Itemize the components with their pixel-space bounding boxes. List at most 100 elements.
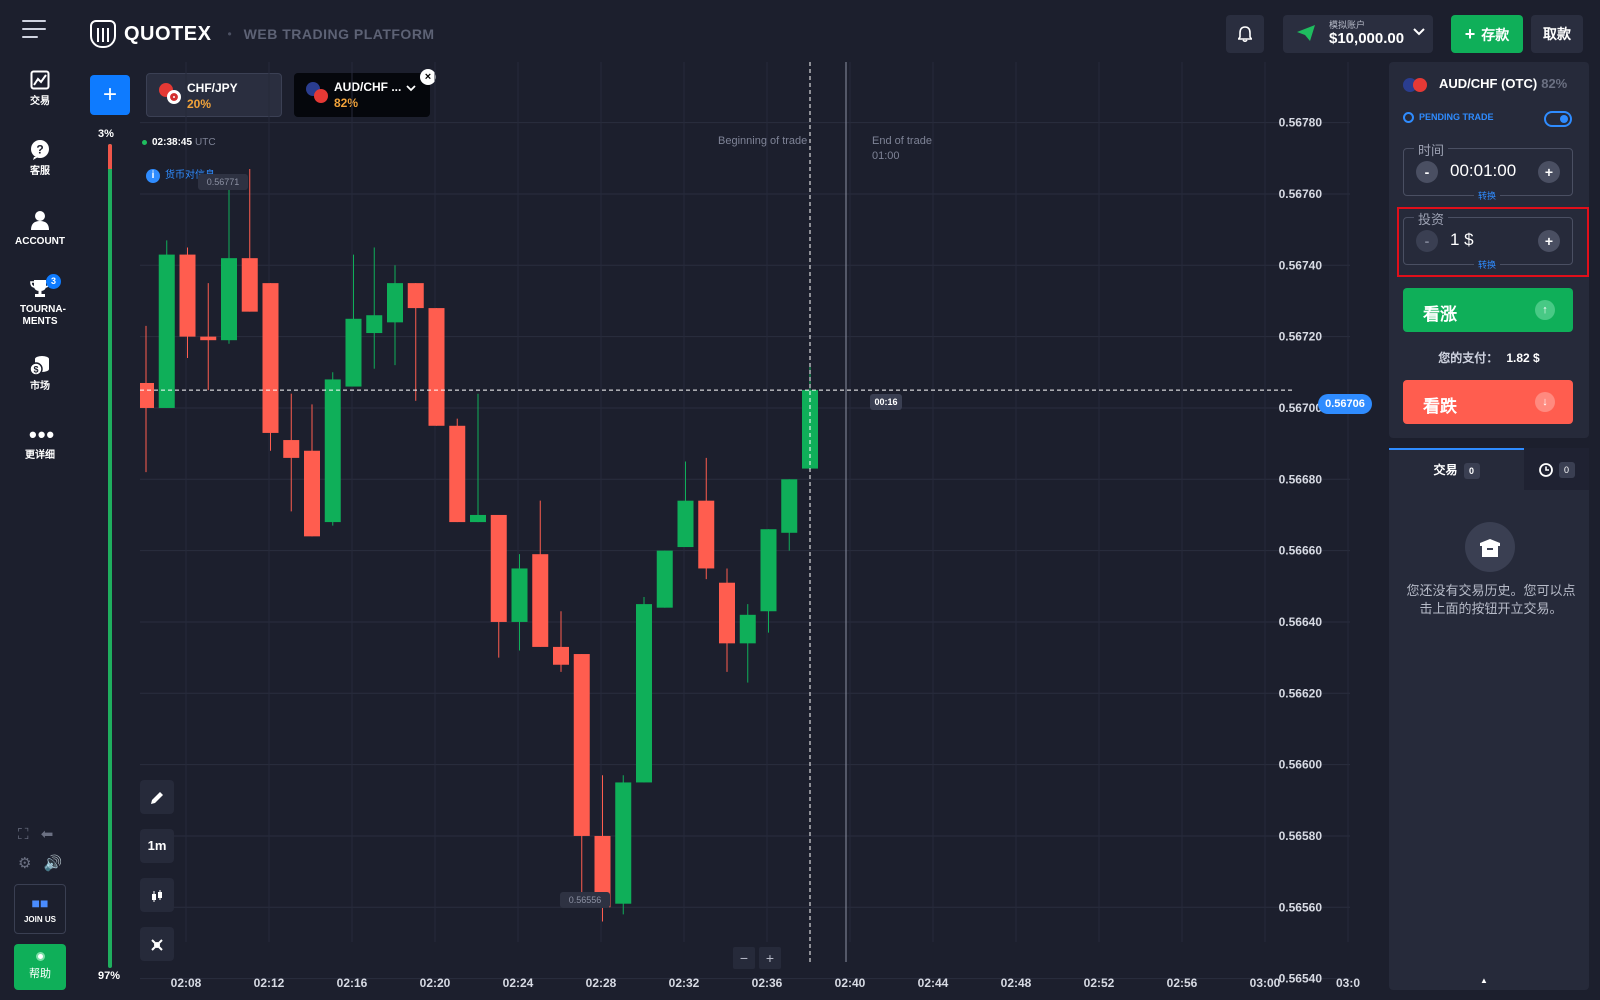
investment-plus-button[interactable]: + bbox=[1538, 230, 1560, 252]
fullscreen-icon[interactable]: ⛶ bbox=[18, 826, 29, 843]
chart-type-button[interactable] bbox=[140, 878, 174, 912]
call-up-button[interactable]: 看涨 ↑ bbox=[1403, 288, 1573, 332]
sound-icon[interactable]: 🔊 bbox=[43, 855, 63, 872]
asset-tab-chfjpy[interactable]: CHF/JPY 20% bbox=[146, 73, 282, 117]
pair-info-link[interactable]: i 货币对信息 bbox=[146, 166, 215, 183]
candle-body bbox=[594, 835, 611, 908]
x-tick-label: 02:16 bbox=[337, 976, 368, 990]
tournaments-badge: 3 bbox=[46, 274, 61, 289]
notifications-button[interactable] bbox=[1226, 15, 1264, 53]
x-tick-label: 02:32 bbox=[669, 976, 700, 990]
investment-minus-button[interactable]: - bbox=[1416, 230, 1438, 252]
asset-tab-audchf[interactable]: AUD/CHF ... 82% bbox=[294, 73, 430, 117]
sidebar-item-tournaments[interactable]: 3 TOURNA-MENTS bbox=[0, 274, 80, 328]
panel-asset[interactable]: AUD/CHF (OTC) 82% bbox=[1403, 76, 1567, 93]
candle-body bbox=[553, 646, 569, 665]
put-down-button[interactable]: 看跌 ↓ bbox=[1403, 380, 1573, 424]
x-tick-label: 03:00 bbox=[1250, 976, 1281, 990]
platform-subtitle: WEB TRADING PLATFORM bbox=[243, 26, 435, 42]
time-plus-button[interactable]: + bbox=[1538, 161, 1560, 183]
sidebar-item-label: 交易 bbox=[30, 96, 50, 107]
drawing-tool-button[interactable] bbox=[140, 780, 174, 814]
y-tick-label: 0.56660 bbox=[1279, 544, 1323, 558]
logo[interactable]: QUOTEX • WEB TRADING PLATFORM bbox=[90, 20, 435, 48]
candle-body bbox=[677, 500, 694, 548]
chf-jpy-flag-icon bbox=[159, 83, 181, 105]
sidebar-item-more[interactable]: ••• 更详细 bbox=[0, 424, 80, 462]
time-input[interactable]: 00:01:00 bbox=[1450, 161, 1517, 180]
x-tick-label: 02:52 bbox=[1084, 976, 1115, 990]
sidebar-item-label: TOURNA-MENTS bbox=[20, 304, 66, 327]
sentiment-up-percent: 97% bbox=[98, 970, 121, 982]
pending-trade-label: PENDING TRADE bbox=[1403, 112, 1494, 124]
clock-icon bbox=[1538, 462, 1553, 477]
account-switcher[interactable]: 模拟账户 $10,000.00 bbox=[1283, 15, 1433, 53]
zoom-in-button[interactable]: + bbox=[759, 947, 781, 969]
candle-body bbox=[324, 379, 341, 523]
aud-chf-flag-icon bbox=[1403, 77, 1433, 93]
candle-body bbox=[739, 614, 756, 644]
sidebar-tools-row-1: ⛶ ⬅ bbox=[18, 825, 53, 843]
sidebar-item-support[interactable]: ? 客服 bbox=[0, 140, 80, 178]
timeframe-button[interactable]: 1m bbox=[140, 829, 174, 863]
x-tick-label: 02:56 bbox=[1167, 976, 1198, 990]
deposit-button[interactable]: + 存款 bbox=[1451, 15, 1523, 53]
tab-trades[interactable]: 交易 0 bbox=[1389, 448, 1524, 490]
zoom-out-button[interactable]: − bbox=[733, 947, 755, 969]
close-tab-icon[interactable]: × bbox=[420, 69, 436, 85]
candle-body bbox=[158, 254, 175, 408]
collapse-panel-icon[interactable]: ▲ bbox=[1480, 976, 1488, 985]
add-asset-button[interactable]: + bbox=[90, 75, 130, 115]
price-chart[interactable]: 0.56780 0.56760 0.56740 0.56720 0.56700 0.566… bbox=[140, 62, 1378, 1000]
pending-trade-toggle[interactable] bbox=[1544, 111, 1572, 127]
tab-history[interactable]: 0 bbox=[1524, 448, 1589, 490]
server-clock: 02:38:45 UTC bbox=[142, 137, 216, 148]
indicators-button[interactable] bbox=[140, 927, 174, 961]
brand-name: QUOTEX bbox=[124, 22, 212, 45]
trades-count: 0 bbox=[1463, 462, 1480, 479]
x-tick-label: 02:20 bbox=[420, 976, 451, 990]
candle-body bbox=[490, 514, 507, 622]
candle-body bbox=[345, 318, 362, 387]
sidebar-item-trade[interactable]: 交易 bbox=[0, 70, 80, 108]
x-tick-label: 02:24 bbox=[503, 976, 534, 990]
chart-icon bbox=[29, 70, 51, 92]
join-us-button[interactable]: ■■ JOIN US bbox=[14, 884, 66, 934]
trade-panel: AUD/CHF (OTC) 82% PENDING TRADE 时间 - 00:0… bbox=[1389, 62, 1589, 438]
candle-body bbox=[262, 283, 279, 433]
time-minus-button[interactable]: - bbox=[1416, 161, 1438, 183]
candle-body bbox=[140, 382, 154, 408]
sidebar-item-account[interactable]: ACCOUNT bbox=[0, 210, 80, 248]
asset-tab-payout: 20% bbox=[187, 97, 212, 111]
low-price-tag: 0.56556 bbox=[560, 892, 610, 908]
withdraw-button[interactable]: 取款 bbox=[1531, 15, 1583, 53]
candle-body bbox=[511, 568, 528, 622]
sidebar-item-market[interactable]: $ 市场 bbox=[0, 355, 80, 393]
y-tick-label: 0.56560 bbox=[1279, 900, 1323, 914]
investment-convert-link[interactable]: 转换 bbox=[1474, 258, 1501, 271]
investment-input[interactable]: 1 $ bbox=[1450, 230, 1474, 249]
exit-icon[interactable]: ⬅ bbox=[40, 826, 54, 843]
gear-icon[interactable]: ⚙ bbox=[18, 855, 32, 872]
candle-body bbox=[470, 514, 486, 523]
bell-icon bbox=[1236, 25, 1254, 42]
info-icon: i bbox=[146, 169, 160, 183]
chevron-down-icon[interactable] bbox=[406, 83, 416, 95]
payout-info: 您的支付： 1.82 $ bbox=[1438, 351, 1540, 365]
y-tick-label: 0.56620 bbox=[1279, 686, 1323, 700]
candle-body bbox=[366, 315, 383, 334]
y-tick-label: 0.56600 bbox=[1279, 758, 1323, 772]
menu-icon[interactable] bbox=[22, 20, 46, 38]
pencil-icon bbox=[151, 791, 163, 804]
high-price-tag: 0.56771 bbox=[198, 174, 248, 190]
time-convert-link[interactable]: 转换 bbox=[1474, 189, 1501, 202]
history-count: 0 bbox=[1558, 461, 1575, 478]
y-tick-label: 0.56720 bbox=[1279, 330, 1323, 344]
candle-body bbox=[387, 283, 403, 323]
sidebar-item-label: 更详细 bbox=[25, 450, 55, 461]
candle-body bbox=[719, 582, 735, 644]
candle-body bbox=[241, 258, 258, 312]
candle-body bbox=[698, 500, 715, 569]
help-button[interactable]: 帮助 bbox=[14, 944, 66, 990]
y-tick-label: 0.56540 bbox=[1279, 972, 1323, 986]
